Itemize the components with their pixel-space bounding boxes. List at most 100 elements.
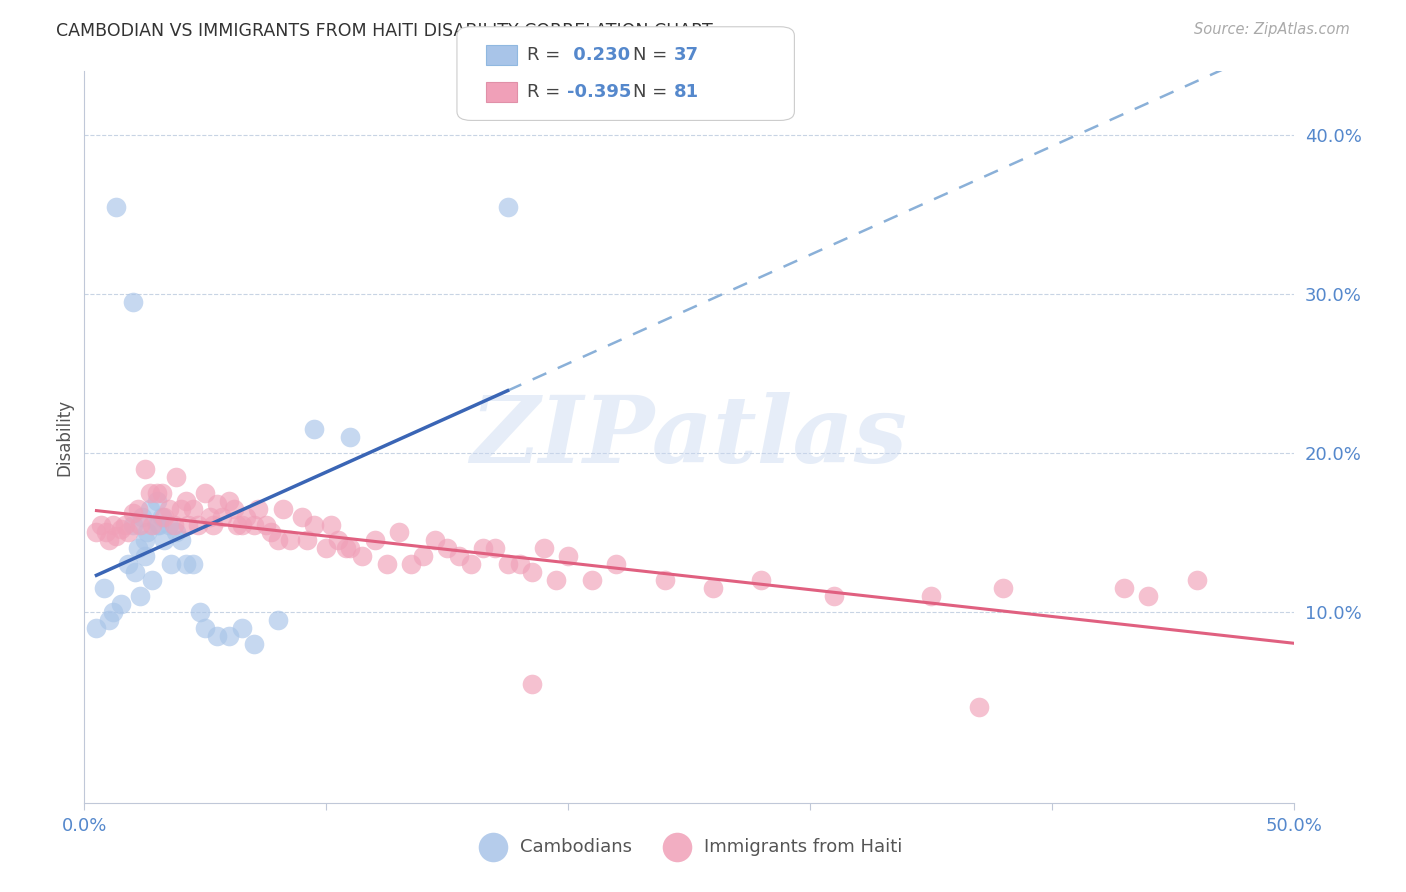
Point (295, 533, 318, 548)
Point (278, 533, 301, 548)
Point (90, 517, 112, 532)
Point (127, 501, 149, 516)
Point (103, 605, 125, 619)
Text: Source: ZipAtlas.com: Source: ZipAtlas.com (1194, 22, 1350, 37)
Point (352, 549, 374, 564)
Point (449, 549, 471, 564)
Point (218, 629, 240, 643)
Point (157, 501, 180, 516)
Point (436, 541, 458, 556)
Text: -0.395: -0.395 (567, 83, 631, 101)
Point (194, 485, 217, 500)
Point (702, 581, 724, 595)
Point (1185, 573, 1208, 587)
Point (148, 517, 170, 532)
Point (160, 558, 183, 572)
Point (198, 509, 221, 524)
Point (138, 485, 160, 500)
Point (388, 525, 411, 540)
Point (218, 493, 240, 508)
Point (190, 605, 212, 619)
Point (187, 517, 209, 532)
Point (967, 700, 990, 714)
Point (231, 621, 253, 635)
Text: ZIPatlas: ZIPatlas (471, 392, 907, 482)
Point (339, 430, 361, 444)
Point (134, 549, 156, 564)
Point (146, 485, 169, 500)
Text: 37: 37 (673, 46, 699, 64)
Point (110, 597, 132, 611)
Point (654, 573, 676, 587)
Point (472, 541, 495, 556)
Point (181, 501, 204, 516)
Point (146, 517, 169, 532)
Point (557, 549, 579, 564)
Point (127, 541, 149, 556)
Point (136, 525, 159, 540)
Point (254, 517, 277, 532)
Point (94, 525, 117, 540)
Point (165, 525, 187, 540)
Point (920, 589, 942, 603)
Point (509, 558, 531, 572)
Point (141, 517, 163, 532)
Point (97, 613, 120, 627)
Point (605, 558, 627, 572)
Point (581, 573, 603, 587)
Legend: Cambodians, Immigrants from Haiti: Cambodians, Immigrants from Haiti (468, 830, 910, 863)
Point (302, 517, 325, 532)
Point (267, 533, 290, 548)
Point (194, 621, 217, 635)
Point (157, 517, 180, 532)
Point (129, 589, 152, 603)
Point (484, 541, 506, 556)
Point (231, 517, 253, 532)
Point (544, 573, 567, 587)
Point (93, 581, 115, 595)
Point (97, 533, 120, 548)
Point (124, 566, 146, 580)
Point (302, 422, 325, 436)
Point (86, 621, 108, 635)
Point (520, 566, 543, 580)
Point (533, 541, 555, 556)
Point (134, 462, 156, 476)
Point (104, 529, 127, 543)
Point (211, 509, 233, 524)
Point (363, 533, 385, 548)
Point (170, 501, 193, 516)
Point (823, 589, 845, 603)
Point (247, 501, 270, 516)
Text: 81: 81 (673, 83, 699, 101)
Point (131, 509, 153, 524)
Point (235, 509, 257, 524)
Point (177, 517, 200, 532)
Text: N =: N = (633, 46, 672, 64)
Point (225, 517, 247, 532)
Y-axis label: Disability: Disability (55, 399, 73, 475)
Point (121, 517, 143, 532)
Point (146, 493, 169, 508)
Point (520, 676, 543, 690)
Point (496, 200, 519, 214)
Point (121, 294, 143, 309)
Point (339, 541, 361, 556)
Point (150, 509, 173, 524)
Text: N =: N = (633, 83, 672, 101)
Point (174, 558, 197, 572)
Point (170, 533, 193, 548)
Point (751, 573, 773, 587)
Point (496, 558, 519, 572)
Point (117, 558, 139, 572)
Point (207, 629, 229, 643)
Point (163, 517, 186, 532)
Text: R =: R = (527, 83, 567, 101)
Point (1137, 589, 1160, 603)
Point (224, 501, 246, 516)
Point (153, 509, 176, 524)
Text: 0.230: 0.230 (567, 46, 630, 64)
Point (267, 613, 290, 627)
Point (110, 522, 132, 536)
Text: R =: R = (527, 46, 567, 64)
